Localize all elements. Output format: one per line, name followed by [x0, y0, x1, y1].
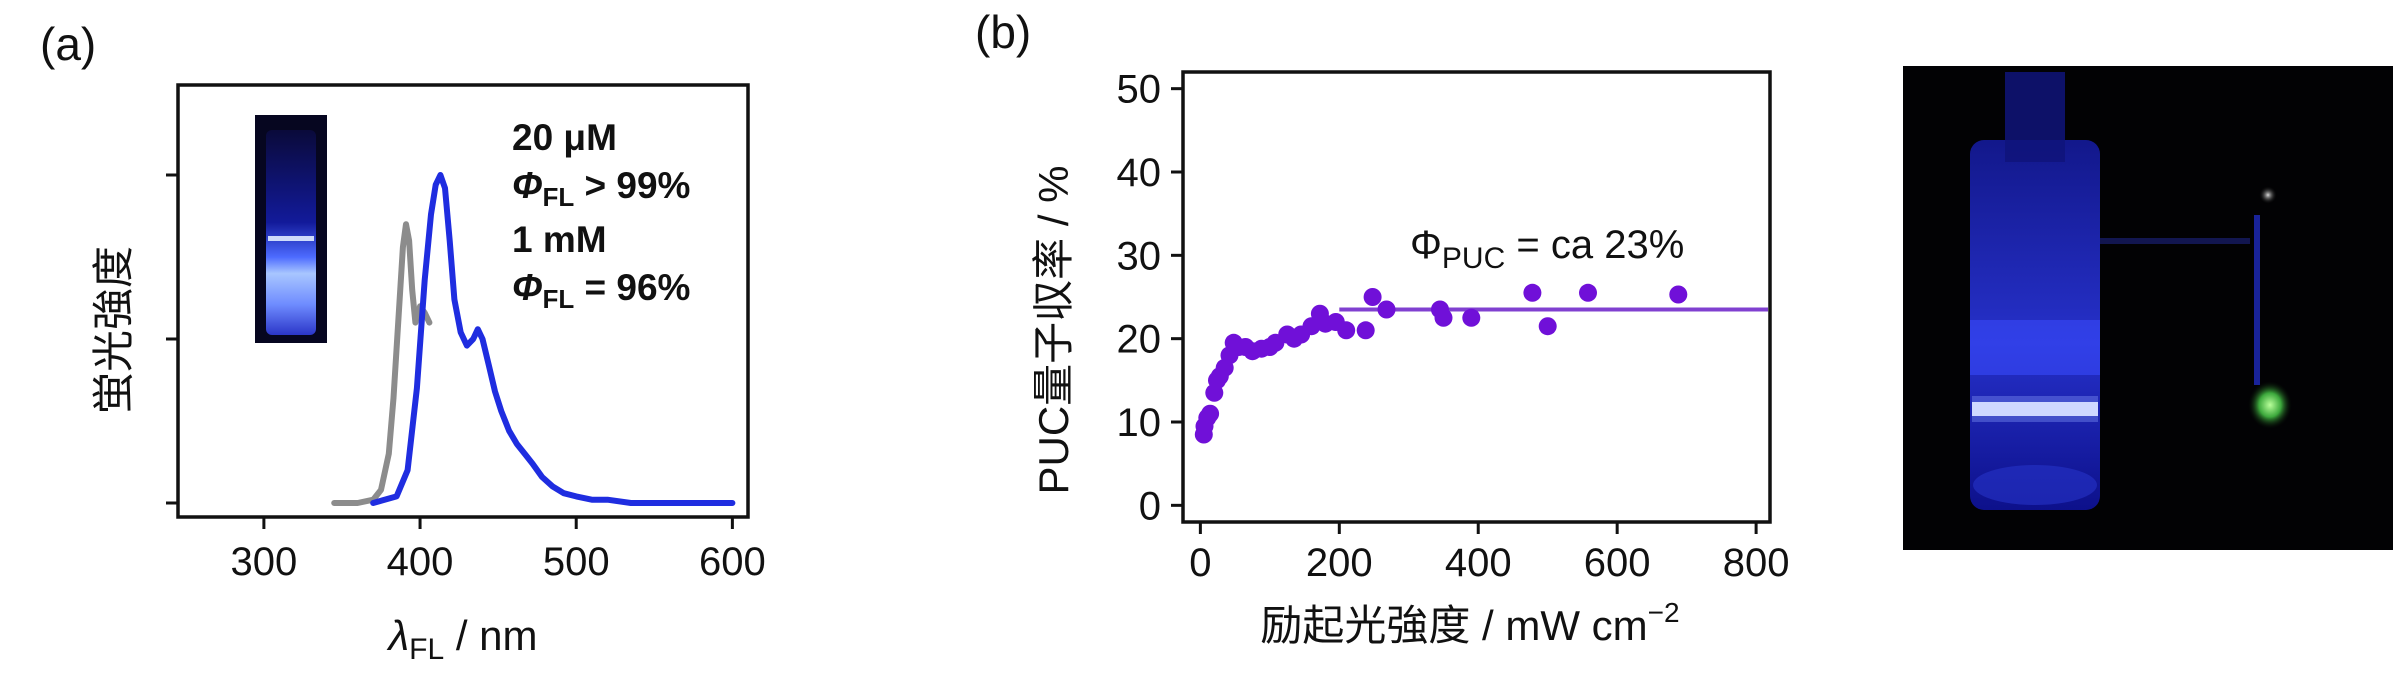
data-point — [1669, 285, 1688, 304]
x-tick-label: 200 — [1306, 541, 1373, 585]
lambda-symbol: λ — [386, 612, 409, 659]
data-point — [1337, 321, 1356, 340]
panel-b-label: (b) — [975, 6, 1031, 58]
panel-a-xlabel: λFL / nm — [386, 612, 537, 666]
data-point — [1462, 308, 1481, 327]
series-line-1mM — [370, 172, 736, 506]
phi-value: = 96% — [574, 267, 690, 308]
x-tick-label: 400 — [1445, 541, 1512, 585]
xlabel-superscript: −2 — [1648, 597, 1680, 628]
panel-b-fit-annotation: ΦPUC = ca 23% — [1410, 223, 1684, 275]
panel-a-legend-1mM: 1 mM — [512, 219, 607, 260]
data-point — [1523, 283, 1542, 302]
lambda-subscript: FL — [409, 633, 444, 666]
phi-subscript: PUC — [1442, 242, 1505, 275]
y-tick-label: 0 — [1139, 484, 1161, 528]
xlabel-unit: / nm — [444, 612, 537, 659]
y-tick-label: 50 — [1117, 68, 1162, 112]
phi-symbol: Φ — [512, 267, 542, 308]
xlabel-text: 励起光強度 / mW cm — [1260, 602, 1647, 649]
data-point — [1579, 283, 1597, 302]
data-point — [1538, 317, 1557, 336]
data-point — [1201, 404, 1220, 423]
phi-value: > 99% — [574, 165, 690, 206]
x-tick-label: 800 — [1723, 541, 1790, 585]
panel-b-plot-area: 0 200 400 600 800 0 10 20 30 40 50 — [1117, 68, 1790, 585]
series-line-20uM — [331, 221, 433, 506]
panel-a-legend-phi-20uM: ΦFL > 99% — [512, 165, 690, 212]
panel-a-inset-photo — [255, 115, 327, 343]
x-tick-label: 0 — [1189, 541, 1211, 585]
upconversion-photo — [1903, 66, 2393, 550]
y-tick-label: 10 — [1117, 401, 1162, 445]
phi-value: = ca 23% — [1505, 223, 1684, 267]
x-tick-label: 500 — [543, 540, 610, 584]
data-point — [1356, 321, 1375, 340]
phi-subscript: FL — [542, 284, 574, 314]
panel-a-legend-phi-1mM: ΦFL = 96% — [512, 267, 690, 314]
x-tick-label: 400 — [387, 540, 454, 584]
y-tick-label: 30 — [1117, 234, 1162, 278]
y-tick-label: 20 — [1117, 318, 1162, 362]
data-point — [1434, 308, 1453, 327]
phi-symbol: Φ — [512, 165, 542, 206]
x-tick-label: 600 — [699, 540, 766, 584]
data-point — [1377, 300, 1396, 319]
phi-subscript: FL — [542, 182, 574, 212]
panel-a-label: (a) — [40, 18, 96, 70]
panel-b-axes-frame — [1181, 70, 1772, 524]
x-tick-label: 300 — [231, 540, 298, 584]
y-tick-label: 40 — [1117, 151, 1162, 195]
panel-a-plot-area: 300 400 500 600 — [166, 172, 766, 584]
phi-symbol: Φ — [1410, 223, 1442, 267]
panel-a-axes-frame — [176, 83, 750, 519]
panel-a-ylabel: 蛍光強度 — [90, 246, 137, 414]
data-point — [1363, 288, 1382, 306]
panel-a-legend-20uM: 20 μM — [512, 117, 617, 158]
panel-b-xlabel: 励起光強度 / mW cm−2 — [1260, 597, 1679, 649]
x-tick-label: 600 — [1584, 541, 1651, 585]
panel-b-ylabel: PUC量子収率 / % — [1030, 165, 1077, 494]
